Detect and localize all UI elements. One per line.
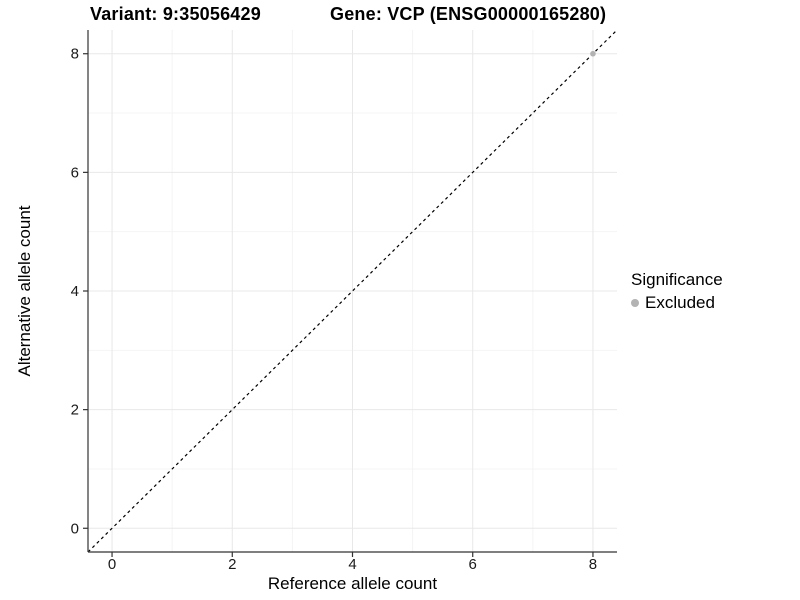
x-axis-title: Reference allele count: [267, 574, 438, 593]
plot-title-variant: Variant: 9:35056429: [90, 4, 261, 24]
legend-item-excluded: Excluded: [631, 293, 723, 313]
y-tick-label: 8: [71, 46, 79, 63]
y-tick-label: 2: [71, 402, 79, 419]
x-tick-label: 4: [348, 556, 356, 573]
legend: Significance Excluded: [631, 269, 723, 313]
data-point: [590, 50, 596, 57]
x-tick-label: 0: [108, 556, 116, 573]
x-tick-label: 6: [469, 556, 477, 573]
y-tick-label: 4: [71, 283, 79, 300]
y-tick-label: 6: [71, 164, 79, 181]
plot-title-gene: Gene: VCP (ENSG00000165280): [330, 4, 607, 24]
x-tick-label: 8: [589, 556, 597, 573]
y-tick-label: 0: [71, 520, 79, 537]
x-tick-label: 2: [228, 556, 236, 573]
legend-point-icon: [631, 299, 639, 307]
y-axis-title: Alternative allele count: [15, 205, 34, 377]
legend-title: Significance: [631, 270, 723, 289]
legend-item-label: Excluded: [645, 293, 715, 312]
